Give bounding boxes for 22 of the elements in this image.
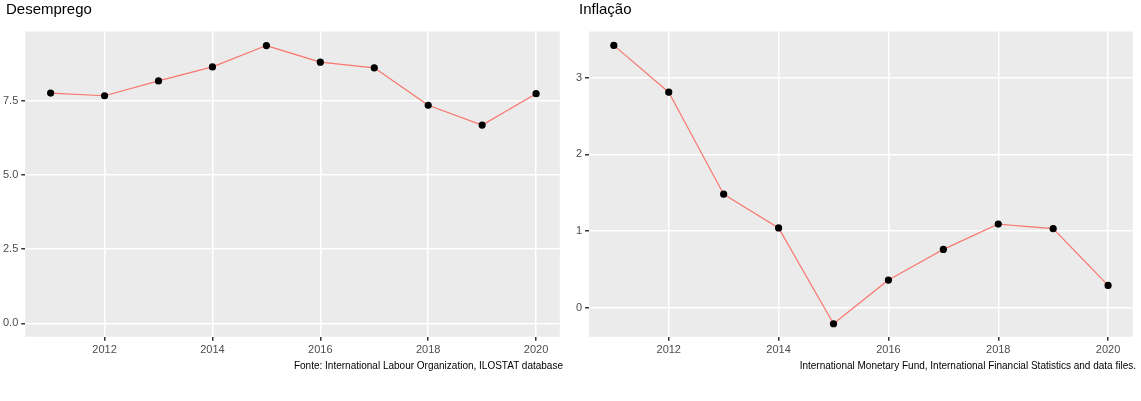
x-tick-label: 2014	[200, 343, 225, 356]
y-tick-label: 2	[575, 147, 583, 160]
x-tick-label: 2016	[308, 343, 333, 356]
y-tick-label: 5.0	[2, 168, 19, 181]
source-note: Fonte: International Labour Organization, ILOSTAT database	[292, 360, 564, 371]
chart-title: Inflação	[578, 0, 633, 19]
y-tick-label: 1	[575, 224, 583, 237]
y-tick-label: 3	[575, 70, 583, 83]
x-tick-label: 2020	[523, 343, 549, 356]
text: International Monetary Fund, International Financial Statistics and data files.	[798, 360, 1137, 371]
x-tick-label: 2012	[656, 343, 681, 356]
x-tick-label: 2014	[766, 343, 791, 356]
x-tick-label: 2018	[986, 343, 1011, 356]
y-tick-label: 0	[575, 300, 583, 313]
x-tick-label: 2018	[415, 343, 441, 356]
x-tick-label: 2020	[1095, 343, 1121, 356]
y-tick-label: 2.5	[2, 242, 19, 255]
x-tick-label: 2012	[92, 343, 117, 356]
x-tick-label: 2016	[876, 343, 901, 356]
y-tick-label: 0.0	[2, 316, 19, 329]
y-tick-label: 7.5	[2, 93, 19, 106]
chart-title: Desemprego	[5, 0, 93, 19]
